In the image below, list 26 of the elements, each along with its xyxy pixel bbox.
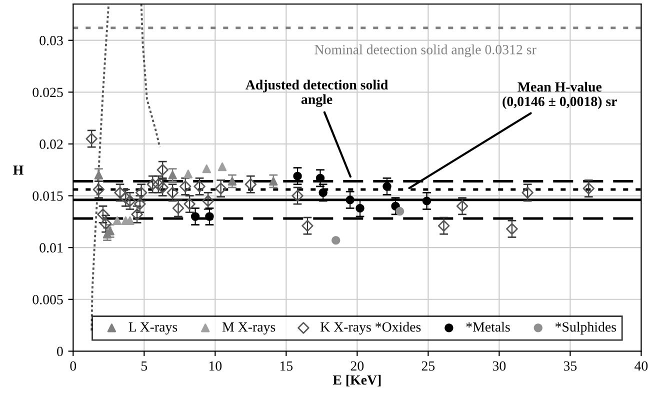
x-tick-label: 10 [209,361,222,371]
y-tick-label: 0 [57,346,63,356]
x-tick-label: 15 [280,361,293,371]
legend-label: L X-rays [128,322,178,335]
x-tick-label: 20 [350,361,364,371]
y-tick-label: 0.025 [32,88,63,98]
x-axis-title: E [KeV] [332,374,381,386]
x-tick-label: 35 [564,361,577,371]
legend-label: *Metals [466,322,510,332]
y-tick-label: 0.005 [32,294,63,304]
x-tick-label: 25 [422,361,435,371]
x-tick-label: 40 [634,361,648,371]
legend-label: M X-rays [222,322,276,335]
x-tick-label: 5 [141,361,148,371]
y-axis-title: H [13,166,24,175]
legend-label: *Sulphides [555,322,616,334]
y-tick-label: 0.02 [40,140,63,149]
annotation: Adjusted detection solid angle [246,80,388,107]
y-tick-label: 0.01 [40,243,63,253]
annotation: Mean H-value (0,0146 ± 0,0018) sr [502,82,617,109]
ref-line-label: Nominal detection solid angle 0.0312 sr [314,44,536,58]
y-tick-label: 0.015 [32,191,63,201]
x-tick-label: 0 [70,361,76,371]
y-tick-label: 0.03 [40,36,63,46]
x-tick-label: 30 [492,361,506,371]
legend-label: K X-rays *Oxides [320,322,421,335]
